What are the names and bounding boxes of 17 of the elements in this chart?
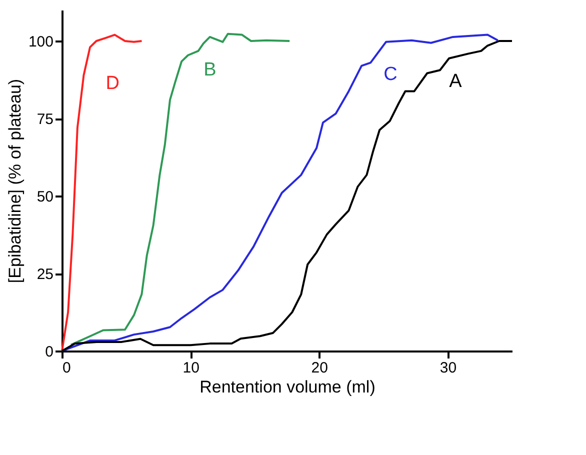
line-series: [61, 34, 143, 352]
series-label: D: [106, 73, 120, 94]
x-tick-label: 0: [62, 360, 71, 376]
series-label: A: [449, 71, 462, 92]
x-tick-label: 10: [182, 360, 200, 376]
y-tick-label: 100: [28, 34, 54, 50]
x-tick-label: 30: [440, 360, 457, 376]
series-label: B: [204, 59, 216, 80]
x-axis-title: Rentention volume (ml): [200, 378, 376, 396]
y-tick-label: 50: [36, 188, 54, 206]
y-axis-title: [Epibatidine] (% of plateau): [5, 78, 24, 284]
series-label: C: [384, 64, 398, 85]
y-tick-label: 0: [45, 344, 54, 360]
y-tick-label: 25: [36, 266, 54, 283]
line-series: [70, 32, 291, 346]
x-tick-label: 20: [311, 360, 328, 376]
y-tick-label: 75: [36, 111, 54, 128]
